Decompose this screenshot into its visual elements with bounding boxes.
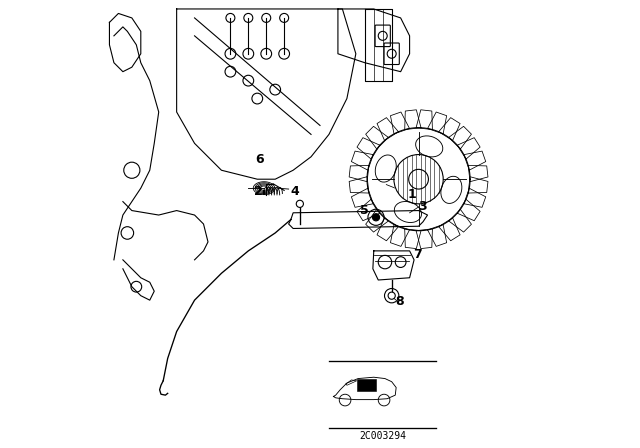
- Polygon shape: [464, 151, 486, 170]
- Text: 7: 7: [413, 248, 422, 261]
- Circle shape: [394, 155, 443, 204]
- Polygon shape: [377, 218, 399, 241]
- Text: 4: 4: [291, 185, 300, 198]
- Polygon shape: [109, 13, 141, 72]
- Text: 2: 2: [254, 185, 262, 198]
- Polygon shape: [289, 211, 428, 228]
- Polygon shape: [468, 165, 488, 181]
- Polygon shape: [464, 188, 486, 207]
- Polygon shape: [349, 165, 369, 181]
- Polygon shape: [351, 188, 373, 207]
- Polygon shape: [351, 151, 373, 170]
- Polygon shape: [365, 126, 388, 149]
- Circle shape: [372, 214, 380, 221]
- Polygon shape: [365, 9, 392, 81]
- Polygon shape: [449, 126, 472, 149]
- FancyBboxPatch shape: [356, 379, 376, 391]
- Polygon shape: [338, 9, 410, 72]
- Polygon shape: [416, 229, 433, 249]
- Polygon shape: [177, 9, 356, 179]
- Circle shape: [296, 200, 303, 207]
- Polygon shape: [416, 110, 433, 129]
- Polygon shape: [365, 209, 388, 232]
- Polygon shape: [404, 110, 421, 129]
- Polygon shape: [438, 218, 460, 241]
- Polygon shape: [428, 224, 447, 246]
- Text: 2C003294: 2C003294: [359, 431, 406, 441]
- Polygon shape: [468, 177, 488, 193]
- Polygon shape: [457, 138, 480, 159]
- Text: 5: 5: [360, 204, 369, 217]
- Polygon shape: [349, 177, 369, 193]
- Polygon shape: [357, 199, 380, 221]
- Polygon shape: [449, 209, 472, 232]
- Text: 3: 3: [418, 199, 426, 213]
- Polygon shape: [404, 229, 421, 249]
- Polygon shape: [390, 224, 410, 246]
- Polygon shape: [377, 118, 399, 141]
- Text: 6: 6: [255, 153, 264, 166]
- Text: 8: 8: [396, 295, 404, 308]
- Circle shape: [388, 292, 396, 299]
- Polygon shape: [457, 199, 480, 221]
- Polygon shape: [373, 251, 414, 280]
- Polygon shape: [390, 112, 410, 134]
- Text: 1: 1: [408, 188, 416, 202]
- Polygon shape: [357, 138, 380, 159]
- Polygon shape: [438, 118, 460, 141]
- Polygon shape: [428, 112, 447, 134]
